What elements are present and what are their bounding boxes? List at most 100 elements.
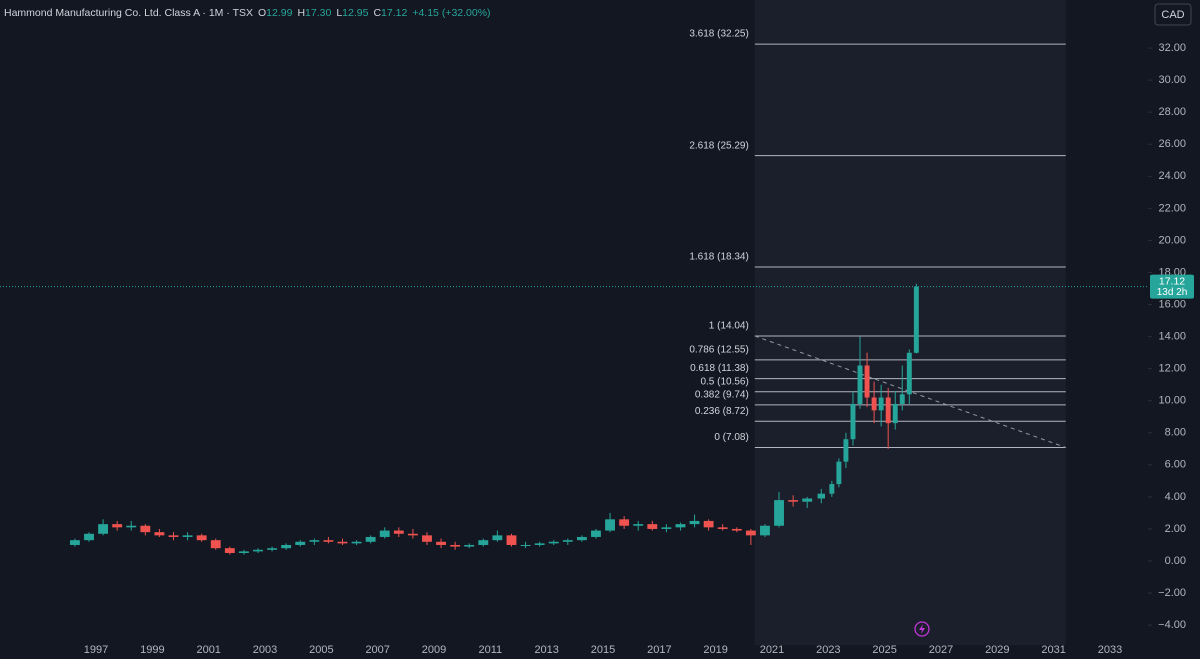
candle-body — [422, 535, 432, 542]
candle-body — [309, 540, 320, 542]
x-tick-label: 2009 — [422, 644, 446, 656]
y-tick-label: 14.00 — [1158, 331, 1186, 343]
y-tick-label: 6.00 — [1165, 459, 1186, 471]
candle-body — [351, 541, 362, 544]
candle-body — [633, 524, 644, 526]
candle-body — [843, 439, 849, 462]
y-tick-label: 8.00 — [1165, 427, 1186, 439]
currency-label[interactable]: CAD — [1161, 9, 1184, 21]
x-tick-label: 2013 — [534, 644, 558, 656]
candle-body — [576, 536, 587, 541]
candle-body — [210, 540, 221, 549]
candle-body — [913, 286, 919, 353]
fib-label: 0.236 (8.72) — [695, 406, 749, 417]
candle-body — [84, 533, 94, 541]
y-tick-label: 12.00 — [1158, 363, 1186, 375]
ohlc-value: 12.95 — [342, 7, 368, 19]
candle-body — [689, 520, 700, 525]
x-tick-label: 2021 — [760, 644, 784, 656]
y-tick-label: −2.00 — [1158, 587, 1186, 599]
candle-body — [878, 397, 884, 411]
x-tick-label: 2007 — [365, 644, 389, 656]
candle-body — [760, 525, 770, 536]
y-tick-label: 0.00 — [1165, 555, 1186, 567]
change: +4.15 (+32.00%) — [412, 7, 490, 19]
y-tick-label: 32.00 — [1158, 42, 1186, 54]
x-tick-label: 2025 — [872, 644, 896, 656]
y-tick-label: 28.00 — [1158, 106, 1186, 118]
y-tick-label: 16.00 — [1158, 298, 1186, 310]
x-tick-label: 2029 — [985, 644, 1009, 656]
x-tick-label: 2031 — [1041, 644, 1065, 656]
candle-body — [817, 493, 825, 499]
lightning-bolt — [919, 624, 925, 634]
candle-body — [548, 541, 559, 544]
candle-body — [562, 540, 573, 542]
ohlc-key: L — [336, 7, 342, 19]
candle-body — [379, 530, 390, 537]
candle-body — [112, 524, 123, 528]
lightning-icon[interactable] — [914, 621, 930, 637]
x-tick-label: 1997 — [84, 644, 108, 656]
candle-body — [98, 524, 109, 534]
candle-body — [591, 530, 601, 537]
candle-body — [238, 551, 249, 553]
last-price-badge — [1150, 274, 1194, 299]
candle-body — [295, 541, 306, 545]
candle-body — [478, 540, 489, 545]
x-tick-label: 2019 — [703, 644, 727, 656]
candle-body — [450, 544, 461, 547]
ohlc-value: 17.30 — [305, 7, 331, 19]
y-tick-label: 26.00 — [1158, 138, 1186, 150]
candle-body — [864, 365, 870, 398]
fib-label: 0.382 (9.74) — [695, 390, 749, 401]
candle-body — [520, 544, 531, 546]
symbol-title: Hammond Manufacturing Co. Ltd. Class A ·… — [4, 7, 253, 19]
x-tick-label: 2023 — [816, 644, 840, 656]
y-tick-label: 4.00 — [1165, 491, 1186, 503]
x-tick-label: 2017 — [647, 644, 671, 656]
candle-body — [717, 527, 728, 529]
y-tick-label: 22.00 — [1158, 202, 1186, 214]
candle-body — [140, 525, 151, 533]
fib-zone — [754, 0, 1066, 645]
x-tick-label: 2005 — [309, 644, 333, 656]
x-tick-label: 2011 — [479, 644, 503, 656]
candle-body — [675, 524, 686, 528]
currency-button[interactable] — [1154, 3, 1192, 26]
candle-body — [619, 519, 630, 526]
candle-body — [745, 530, 756, 536]
candle-body — [492, 535, 503, 541]
fib-label: 0.5 (10.56) — [700, 376, 748, 387]
candle-body — [829, 484, 835, 494]
candle-body — [506, 535, 517, 545]
y-tick-label: 2.00 — [1165, 523, 1186, 535]
fib-label: 0.786 (12.55) — [689, 344, 749, 355]
candle-body — [836, 461, 842, 485]
countdown-label: 13d 2h — [1157, 287, 1188, 298]
y-tick-label: 30.00 — [1158, 74, 1186, 86]
fib-label: 3.618 (32.25) — [689, 29, 749, 40]
x-tick-label: 2033 — [1098, 644, 1122, 656]
candle-body — [899, 394, 905, 404]
candle-body — [906, 352, 912, 395]
trend-line — [754, 335, 1066, 448]
candle-body — [436, 541, 446, 545]
candle-body — [69, 540, 80, 545]
candle-body — [267, 548, 278, 550]
candle-body — [661, 527, 672, 529]
ohlc-key: C — [373, 7, 381, 19]
candle-body — [407, 533, 418, 536]
candle-body — [534, 543, 545, 545]
candle-body — [182, 535, 193, 537]
ohlc-key: O — [258, 7, 266, 19]
y-tick-label: −4.00 — [1158, 619, 1186, 631]
x-tick-label: 2001 — [196, 644, 220, 656]
candle-body — [196, 535, 207, 541]
candle-body — [154, 532, 165, 536]
candle-body — [892, 403, 898, 424]
ohlc-value: 17.12 — [381, 7, 407, 19]
fib-label: 0.618 (11.38) — [690, 363, 749, 374]
